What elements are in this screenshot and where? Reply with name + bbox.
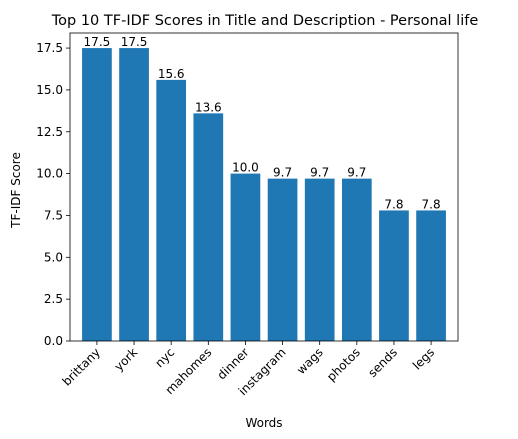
data-label: 17.5 [84,35,111,49]
data-label: 15.6 [158,67,185,81]
bar [193,113,224,341]
bar [379,210,409,341]
bar [82,48,112,341]
bar [304,178,335,341]
bar [341,178,372,341]
data-label: 17.5 [121,35,148,49]
x-tick-label: photos [324,345,363,384]
y-tick-label: 7.5 [44,208,63,222]
data-label: 9.7 [273,166,292,180]
x-tick-label: york [112,345,141,374]
y-axis-label: TF-IDF Score [9,152,23,229]
y-tick-label: 5.0 [44,250,63,264]
plot-area: 17.5brittany17.5york15.6nyc13.6mahomes10… [36,32,459,398]
y-tick-label: 15.0 [36,83,63,97]
x-tick-label: sends [365,345,400,380]
axes-frame [69,32,459,342]
x-tick-label: legs [410,345,437,372]
bar [119,48,149,341]
x-tick-label: nyc [152,345,177,370]
y-tick-label: 12.5 [36,125,63,139]
y-tick-label: 2.5 [44,292,63,306]
data-label: 9.7 [347,166,366,180]
data-label: 10.0 [232,161,259,175]
data-label: 7.8 [384,197,403,211]
y-tick-label: 10.0 [36,167,63,181]
bar [267,178,298,341]
data-label: 13.6 [195,100,222,114]
data-label: 9.7 [310,166,329,180]
chart-title: Top 10 TF-IDF Scores in Title and Descri… [51,13,479,29]
bar [156,79,187,342]
y-tick-label: 0.0 [44,334,63,348]
x-tick-label: brittany [60,345,103,388]
bar [416,210,446,341]
y-tick-label: 17.5 [36,41,63,55]
x-tick-label: wags [294,345,326,377]
data-label: 7.8 [422,197,441,211]
bar [230,173,261,341]
x-axis-label: Words [245,416,282,430]
